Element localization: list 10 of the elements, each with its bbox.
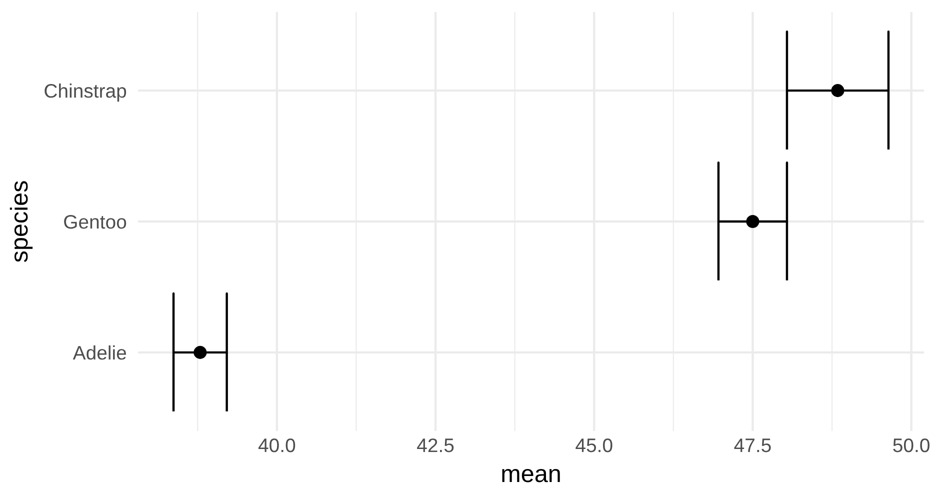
y-tick-label: Gentoo bbox=[64, 214, 126, 229]
y-tick-label: Chinstrap bbox=[44, 84, 126, 102]
y-tick-label: Adelie bbox=[72, 345, 126, 360]
x-axis-title: mean bbox=[502, 468, 560, 482]
x-tick-label: 42.5 bbox=[417, 438, 454, 452]
y-axis-title: species bbox=[10, 181, 33, 262]
x-tick-label: 45.0 bbox=[576, 438, 612, 452]
x-tick-label: 47.5 bbox=[734, 438, 771, 452]
x-tick-label: 50.0 bbox=[893, 438, 930, 452]
x-tick-label: 40.0 bbox=[258, 438, 296, 452]
